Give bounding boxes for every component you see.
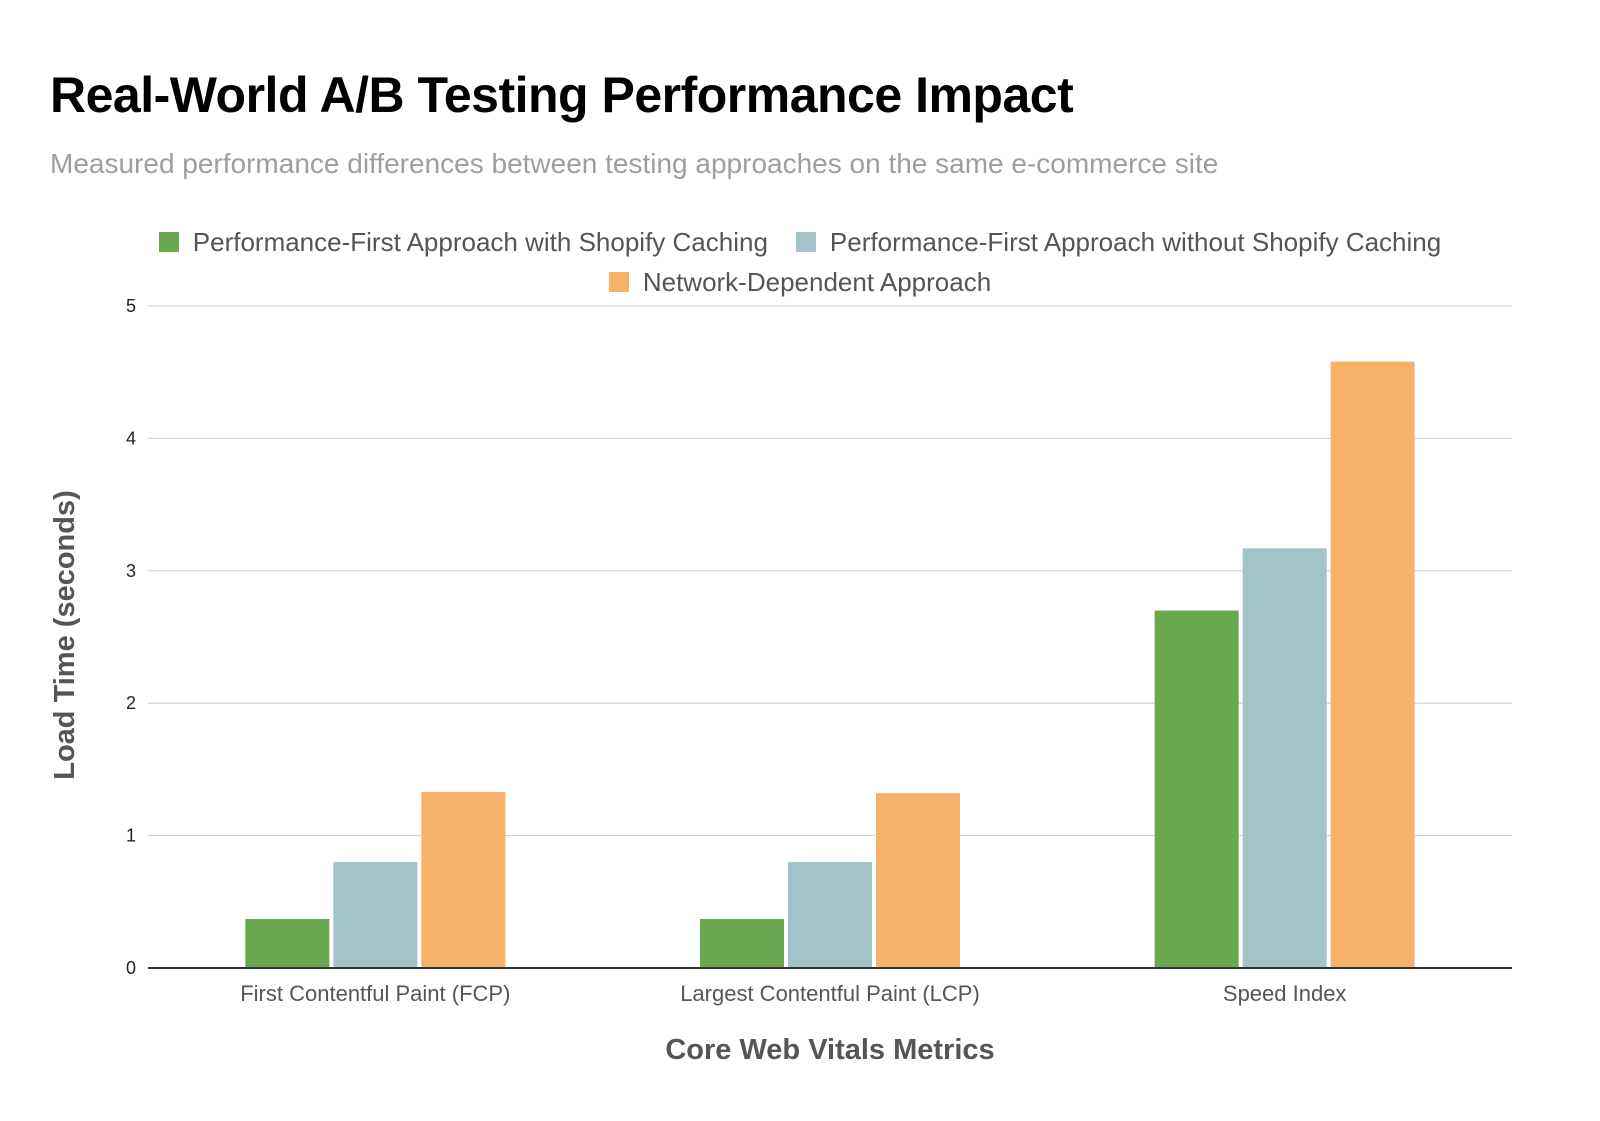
legend-label-without-caching: Performance-First Approach without Shopi…: [829, 226, 1442, 257]
x-axis-title: Core Web Vitals Metrics: [665, 1034, 994, 1066]
bar-2-2: [1330, 361, 1415, 968]
bar-1-1: [788, 862, 872, 968]
legend-row-1: Performance-First Approach with Shopify …: [0, 222, 1600, 262]
y-tick-label-1: 1: [126, 826, 136, 846]
bar-0-1: [333, 862, 418, 968]
y-tick-label-3: 3: [126, 561, 136, 581]
x-category-label-0: First Contentful Paint (FCP): [240, 981, 510, 1006]
legend-item-with-caching: Performance-First Approach with Shopify …: [158, 226, 768, 258]
legend: Performance-First Approach with Shopify …: [0, 222, 1600, 302]
y-tick-label-2: 2: [126, 693, 136, 713]
legend-item-network-dependent: Network-Dependent Approach: [608, 266, 992, 298]
y-tick-label-4: 4: [126, 428, 136, 448]
bar-0-0: [245, 919, 330, 968]
legend-swatch-network-dependent: [608, 272, 629, 292]
legend-row-2: Network-Dependent Approach: [0, 262, 1600, 302]
chart-subtitle: Measured performance differences between…: [50, 148, 1219, 179]
chart-title: Real-World A/B Testing Performance Impac…: [50, 67, 1074, 123]
y-tick-label-5: 5: [126, 296, 136, 316]
x-category-label-2: Speed Index: [1223, 981, 1347, 1006]
bar-0-2: [421, 791, 506, 968]
bar-2-1: [1242, 548, 1327, 968]
bars: [245, 361, 1415, 968]
x-category-label-1: Largest Contentful Paint (LCP): [680, 981, 980, 1006]
bar-1-0: [700, 919, 784, 968]
bar-2-0: [1154, 610, 1239, 968]
legend-item-without-caching: Performance-First Approach without Shopi…: [795, 226, 1442, 258]
legend-swatch-without-caching: [795, 232, 816, 252]
bar-1-2: [876, 793, 960, 968]
legend-label-with-caching: Performance-First Approach with Shopify …: [192, 226, 768, 257]
axes: 0 1 2 3 4 5 First Contentful Paint (FCP) Larges…: [126, 296, 1512, 1006]
legend-label-network-dependent: Network-Dependent Approach: [642, 266, 992, 297]
y-axis-title: Load Time (seconds): [49, 490, 81, 780]
legend-swatch-with-caching: [158, 232, 179, 252]
y-tick-label-0: 0: [126, 958, 136, 978]
